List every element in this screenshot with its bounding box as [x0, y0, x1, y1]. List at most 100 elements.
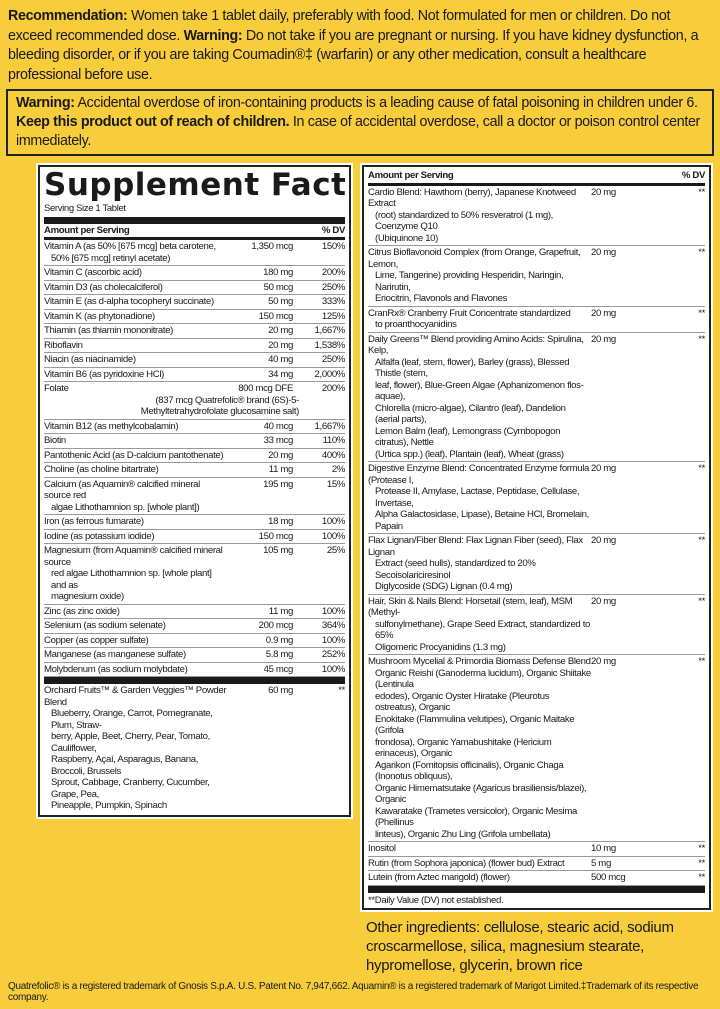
dv-value: 1,538%: [314, 339, 346, 351]
dv-value: **: [338, 685, 345, 696]
name-line: Thiamin (as thiamin mononitrate): [44, 325, 174, 336]
name-line: Vitamin D3 (as cholecalciferol): [44, 281, 163, 293]
amount-value: 200 mcg: [258, 620, 294, 631]
nutrient-name: Vitamin E (as d-alpha tocopheryl succina…: [44, 296, 227, 308]
table-row: Cardio Blend: Hawthorn (berry), Japanese…: [368, 186, 705, 246]
nutrient-name: Manganese (as manganese sulfate): [44, 649, 227, 661]
table-row: Vitamin A (as 50% [675 mcg] beta caroten…: [44, 240, 345, 266]
table-row: Vitamin K (as phytonadione) 150 mcg 125%: [44, 310, 345, 324]
table-row: Iron (as ferrous fumarate) 18 mg 100%: [44, 515, 345, 530]
facts-columns: Supplement Facts Serving Size 1 Tablet A…: [8, 163, 716, 975]
table-row: Biotin 33 mcg 110%: [44, 434, 345, 449]
name-line: Rutin (from Sophora japonica) (flower bu…: [368, 857, 565, 869]
name-line: Vitamin A (as 50% [675 mcg] beta caroten…: [44, 241, 216, 252]
table-row: Orchard Fruits™ & Garden Veggies™ Powder…: [44, 684, 345, 813]
name-line: Cardio Blend: Hawthorn (berry), Japanese…: [368, 186, 576, 210]
dv-value: 333%: [321, 296, 345, 307]
name-line: Manganese (as manganese sulfate): [44, 649, 186, 660]
dv-value: 252%: [321, 649, 345, 660]
table-row: Magnesium (from Aquamin® calcified miner…: [44, 544, 345, 605]
dv-value: 125%: [321, 310, 345, 322]
name-line: Vitamin C (ascorbic acid): [44, 267, 142, 278]
table-row: Vitamin B12 (as methylcobalamin) 40 mcg 1,…: [44, 420, 346, 434]
dv-value: 200%: [321, 267, 345, 278]
nutrient-name: Vitamin A (as 50% [675 mcg] beta caroten…: [44, 241, 227, 264]
dv-value: 250%: [321, 281, 345, 293]
name-line: Pantothenic Acid (as D-calcium pantothen…: [44, 449, 224, 461]
name-line: Calcium (as Aquamin® calcified mineral s…: [44, 478, 200, 502]
dv-value: 2,000%: [314, 368, 346, 380]
name-line: Lime, Tangerine) providing Hesperidin, N…: [375, 270, 564, 293]
dv-value: **: [698, 857, 705, 869]
nutrient-name: Vitamin K (as phytonadione): [44, 311, 227, 323]
recommendation-body: Women take 1 tablet daily, preferably wi…: [8, 8, 671, 44]
nutrient-name: Vitamin B6 (as pyridoxine HCl): [44, 369, 227, 381]
name-line: Agarikon (Fomitopsis officinalis), Organ…: [375, 759, 564, 783]
amount-value: 18 mg: [268, 516, 293, 527]
nutrient-name: Digestive Enzyme Blend: Concentrated Enz…: [368, 463, 591, 532]
table-row: Calcium (as Aquamin® calcified mineral s…: [44, 478, 345, 515]
amount-value: 20 mg: [591, 186, 616, 198]
name-line: Iron (as ferrous fumarate): [44, 516, 144, 527]
dv-value: 1,667%: [314, 420, 346, 432]
name-detail-line: Methyltetrahydrofolate glucosamine salt): [140, 406, 300, 417]
name-line: Iodine (as potassium iodide): [44, 530, 155, 542]
iron-warning-label: Warning:: [16, 95, 75, 111]
trademark-footer: Quatrefolic® is a registered trademark o…: [8, 981, 699, 1003]
nutrient-list: Vitamin A (as 50% [675 mcg] beta caroten…: [44, 240, 345, 677]
warning-body: Do not take if you are pregnant or nursi…: [8, 27, 699, 83]
table-row: Flax Lignan/Fiber Blend: Flax Lignan Fib…: [368, 534, 705, 595]
amount-value: 20 mg: [591, 333, 616, 345]
name-line: Citrus Bioflavonoid Complex (from Orange…: [368, 247, 581, 270]
amount-value: 195 mg: [263, 478, 293, 490]
nutrient-name: Rutin (from Sophora japonica) (flower bu…: [368, 858, 591, 870]
amount-value: 800 mcg DFE: [238, 383, 293, 394]
dv-value: 150%: [321, 241, 345, 252]
nutrient-name: Iodine (as potassium iodide): [44, 531, 227, 543]
nutrient-name: Cardio Blend: Hawthorn (berry), Japanese…: [368, 187, 591, 245]
supplement-facts-right: Amount per Serving % DV Cardio Blend: Haw…: [360, 163, 713, 912]
name-line: Vitamin K (as phytonadione): [44, 310, 155, 322]
table-row: CranRx® Cranberry Fruit Concentrate stan…: [368, 307, 705, 333]
name-line: (Ubiquinone 10): [375, 232, 439, 244]
table-row: Manganese (as manganese sulfate) 5.8 mg 25…: [44, 648, 345, 663]
name-line: algae Lithothamnion sp. [whole plant]): [51, 501, 200, 513]
iron-warning-text-2: In case of accidental overdose, call a d…: [16, 114, 700, 149]
table-row: Thiamin (as thiamin mononitrate) 20 mg 1,6…: [44, 324, 345, 339]
dv-value: 100%: [321, 634, 345, 646]
table-header: Amount per Serving % DV: [368, 169, 705, 186]
amount-value: 34 mg: [268, 368, 293, 380]
amount-value: 5 mg: [591, 857, 611, 869]
name-line: Diglycoside (SDG) Lignan (0.4 mg): [375, 581, 513, 592]
dv-value: 200%: [321, 383, 345, 394]
dv-note: **Daily Value (DV) not established.: [368, 894, 504, 906]
nutrient-name: Copper (as copper sulfate): [44, 635, 227, 647]
name-line: to proanthocyanidins: [375, 319, 457, 330]
nutrient-name: Folate: [44, 383, 227, 395]
amount-value: 150 mcg: [258, 310, 294, 322]
name-line: Organic Himematsutake (Agaricus brasilie…: [375, 782, 587, 806]
dv-value: **: [698, 247, 705, 258]
dv-value: 1,667%: [314, 325, 346, 336]
name-line: frondosa), Organic Yamabushitake (Herici…: [375, 736, 552, 760]
amount-value: 20 mg: [591, 247, 616, 258]
amount-value: 40 mcg: [263, 420, 294, 432]
dv-value: **: [698, 535, 705, 546]
dv-header: % DV: [321, 224, 345, 236]
amount-value: 11 mg: [268, 605, 294, 617]
amount-value: 33 mcg: [263, 435, 294, 446]
divider: [368, 885, 705, 893]
name-line: leaf, flower), Blue-Green Algae (Aphaniz…: [375, 379, 584, 403]
amount-value: 60 mg: [268, 685, 293, 696]
name-line: Selenium (as sodium selenate): [44, 620, 166, 631]
recommendation-text: Recommendation: Women take 1 tablet dail…: [8, 7, 716, 85]
table-row: Iodine (as potassium iodide) 150 mcg 100%: [44, 530, 345, 544]
table-row: Citrus Bioflavonoid Complex (from Orange…: [368, 246, 705, 307]
dv-value: 100%: [321, 605, 345, 617]
name-line: Lutein (from Aztec marigold) (flower): [368, 872, 510, 883]
nutrient-name: Flax Lignan/Fiber Blend: Flax Lignan Fib…: [368, 535, 591, 593]
dv-value: **: [698, 463, 705, 474]
amount-value: 500 mcg: [591, 872, 626, 883]
nutrient-name: CranRx® Cranberry Fruit Concentrate stan…: [368, 308, 591, 331]
dv-value: 100%: [321, 516, 345, 527]
